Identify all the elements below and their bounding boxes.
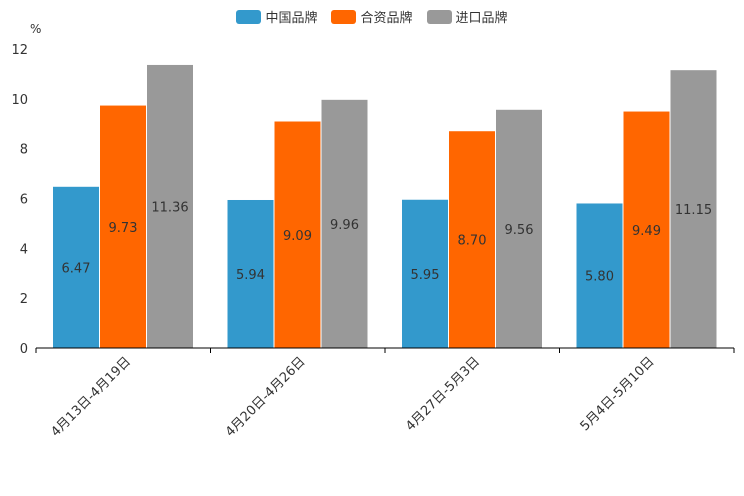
x-tick-label: 4月27日-5月3日 xyxy=(403,354,483,434)
y-axis-unit-label: % xyxy=(30,22,41,36)
legend-label-import: 进口品牌 xyxy=(455,11,508,26)
legend-swatch-jv xyxy=(331,9,357,24)
legend-item-china[interactable]: 中国品牌 xyxy=(236,7,317,26)
y-tick-label: 10 xyxy=(11,93,28,108)
data-label: 5.94 xyxy=(236,268,265,283)
bar xyxy=(670,70,717,348)
legend: 中国品牌 合资品牌 进口品牌 xyxy=(0,7,744,26)
y-tick-label: 0 xyxy=(20,342,28,357)
bar xyxy=(100,105,146,348)
bar xyxy=(402,199,448,348)
data-label: 9.09 xyxy=(283,229,312,244)
y-tick-label: 8 xyxy=(20,143,28,158)
bar xyxy=(576,203,623,348)
bar xyxy=(274,121,321,348)
legend-label-jv: 合资品牌 xyxy=(360,11,413,26)
y-tick-label: 6 xyxy=(20,193,28,208)
x-tick-label: 5月4日-5月10日 xyxy=(578,354,658,434)
data-label: 9.96 xyxy=(330,218,359,233)
x-tick-label: 4月13日-4月19日 xyxy=(48,354,134,440)
y-tick-label: 12 xyxy=(11,43,28,58)
legend-item-import[interactable]: 进口品牌 xyxy=(426,7,508,26)
data-label: 11.15 xyxy=(675,203,712,218)
legend-item-jv[interactable]: 合资品牌 xyxy=(331,7,413,26)
data-label: 8.70 xyxy=(458,234,487,249)
x-tick-label: 4月20日-4月26日 xyxy=(223,354,309,440)
legend-swatch-import xyxy=(426,9,452,24)
bar xyxy=(147,64,193,349)
legend-label-china: 中国品牌 xyxy=(265,11,318,26)
data-label: 11.36 xyxy=(151,200,188,215)
y-tick-label: 2 xyxy=(20,292,28,307)
data-label: 5.80 xyxy=(585,270,614,285)
bar xyxy=(321,99,368,348)
bar xyxy=(449,131,495,348)
bar xyxy=(53,186,99,348)
data-label: 9.56 xyxy=(505,223,534,238)
bar xyxy=(227,199,274,348)
y-tick-label: 4 xyxy=(20,242,28,257)
data-label: 5.95 xyxy=(411,268,440,283)
bar xyxy=(623,111,670,348)
data-label: 9.73 xyxy=(109,221,138,236)
data-label: 9.49 xyxy=(632,224,661,239)
bar xyxy=(496,109,542,349)
data-label: 6.47 xyxy=(62,261,91,276)
legend-swatch-china xyxy=(236,9,262,24)
